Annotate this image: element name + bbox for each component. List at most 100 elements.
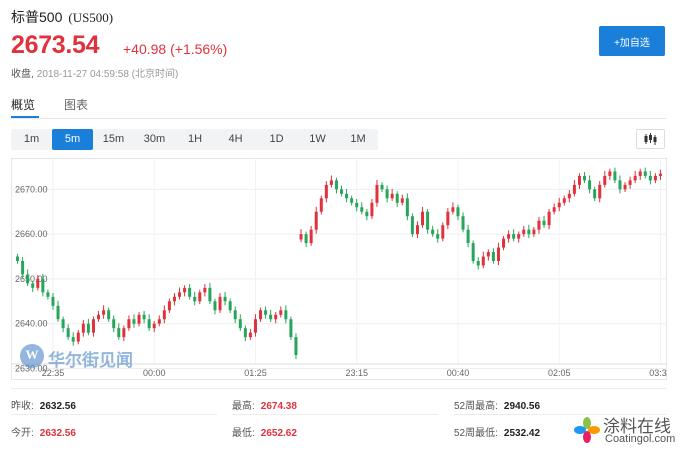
x-tick-label: 03:30 bbox=[649, 368, 667, 378]
y-tick-label: 2630.00 bbox=[15, 363, 48, 373]
y-tick-label: 2640.00 bbox=[15, 319, 48, 329]
candle-body bbox=[653, 175, 657, 181]
candle-body bbox=[476, 261, 480, 266]
candle-body bbox=[147, 319, 151, 329]
candle-body bbox=[648, 175, 652, 181]
candle-body bbox=[598, 184, 602, 199]
tab-chart[interactable]: 图表 bbox=[64, 98, 89, 112]
coatingol-watermark: 涂料在线 Coatingol.com bbox=[573, 412, 683, 452]
candle-body bbox=[623, 184, 627, 190]
candle-body bbox=[461, 216, 465, 230]
period-1h[interactable]: 1H bbox=[187, 133, 203, 145]
candle-body bbox=[76, 332, 80, 342]
period-selector: 1m 5m 15m 30m 1H 4H 1D 1W 1M bbox=[11, 129, 378, 150]
stat-label: 昨收: bbox=[11, 401, 34, 412]
period-5m[interactable]: 5m bbox=[52, 129, 93, 150]
stat-prev-close: 昨收: 2632.56 bbox=[11, 397, 76, 412]
candle-body bbox=[537, 220, 541, 230]
candle-body bbox=[527, 229, 531, 235]
status-timestamp: 2018-11-27 04:59:58 (北京时间) bbox=[36, 69, 179, 80]
candle-body bbox=[314, 211, 318, 230]
candle-body bbox=[608, 171, 612, 176]
candle-body bbox=[294, 337, 298, 356]
candle-body bbox=[502, 238, 506, 248]
period-1m-month[interactable]: 1M bbox=[350, 133, 366, 145]
candle-body bbox=[188, 287, 192, 297]
period-1d[interactable]: 1D bbox=[269, 133, 284, 145]
candle-body bbox=[132, 319, 136, 324]
stat-label: 今开: bbox=[11, 428, 34, 439]
candle-body bbox=[264, 310, 268, 315]
candle-body bbox=[289, 319, 293, 338]
watermark-right-text: 涂料在线 bbox=[603, 417, 671, 436]
candle-body bbox=[223, 296, 227, 302]
candle-body bbox=[172, 296, 176, 302]
candle-body bbox=[557, 202, 561, 208]
stats-divider bbox=[232, 414, 438, 415]
add-to-watchlist-button[interactable]: +加自选 bbox=[599, 26, 665, 56]
period-4h[interactable]: 4H bbox=[228, 133, 243, 145]
candle-body bbox=[486, 252, 490, 257]
candle-body bbox=[152, 323, 156, 329]
flower-logo-icon bbox=[574, 417, 600, 443]
candle-body bbox=[117, 328, 121, 338]
candle-body bbox=[577, 175, 581, 185]
candle-body bbox=[436, 234, 440, 239]
period-30m[interactable]: 30m bbox=[143, 133, 166, 145]
candle-body bbox=[26, 274, 30, 284]
candle-body bbox=[390, 193, 394, 199]
stats-divider bbox=[11, 414, 217, 415]
candle-body bbox=[243, 328, 247, 338]
instrument-title: 标普500 (US500) bbox=[11, 7, 113, 27]
candlestick-chart[interactable]: 2670.00 2660.00 2650.00 2640.00 2630.0022:35… bbox=[11, 158, 667, 380]
candle-body bbox=[56, 305, 60, 320]
active-tab-indicator bbox=[11, 116, 39, 118]
candle-body bbox=[638, 171, 642, 176]
candle-body bbox=[593, 189, 597, 199]
stat-value: 2652.62 bbox=[260, 428, 297, 439]
x-tick-label: 22:35 bbox=[42, 368, 65, 378]
candle-body bbox=[324, 184, 328, 199]
candle-body bbox=[400, 198, 404, 203]
candle-body bbox=[395, 193, 399, 203]
candle-body bbox=[238, 319, 242, 329]
candle-body bbox=[86, 323, 90, 333]
chart-type-button[interactable] bbox=[636, 129, 665, 149]
candle-body bbox=[522, 229, 526, 235]
wallstreetcn-watermark: W 华尔街见闻 bbox=[20, 344, 150, 371]
candle-body bbox=[355, 202, 359, 208]
candlestick-icon bbox=[644, 133, 657, 145]
candle-body bbox=[233, 310, 237, 320]
stat-high: 最高: 2674.38 bbox=[232, 397, 297, 412]
candle-body bbox=[562, 198, 566, 203]
candle-body bbox=[102, 310, 106, 315]
candle-body bbox=[66, 328, 70, 338]
candle-body bbox=[41, 278, 45, 293]
candle-body bbox=[71, 337, 75, 342]
candle-body bbox=[269, 314, 273, 320]
candle-body bbox=[36, 278, 40, 288]
candle-body bbox=[274, 314, 278, 320]
candle-body bbox=[228, 301, 232, 311]
watermark-right-sub: Coatingol.com bbox=[605, 433, 676, 445]
candle-body bbox=[91, 319, 95, 333]
candle-body bbox=[107, 310, 111, 320]
period-1m[interactable]: 1m bbox=[23, 133, 40, 145]
x-tick-label: 23:15 bbox=[345, 368, 368, 378]
candle-body bbox=[284, 310, 288, 320]
current-price: 2673.54 bbox=[11, 31, 100, 59]
candle-body bbox=[552, 207, 556, 212]
candle-body bbox=[319, 198, 323, 212]
period-1w[interactable]: 1W bbox=[309, 133, 326, 145]
candle-body bbox=[496, 247, 500, 261]
candle-body bbox=[491, 252, 495, 261]
period-15m[interactable]: 15m bbox=[102, 133, 125, 145]
stat-open: 今开: 2632.56 bbox=[11, 424, 76, 439]
candle-body bbox=[446, 211, 450, 226]
tab-overview[interactable]: 概览 bbox=[11, 98, 36, 112]
stat-value: 2940.56 bbox=[503, 401, 541, 412]
candle-body bbox=[178, 292, 182, 297]
candle-body bbox=[162, 310, 166, 320]
stat-label: 最高: bbox=[232, 401, 255, 412]
candle-body bbox=[380, 184, 384, 190]
